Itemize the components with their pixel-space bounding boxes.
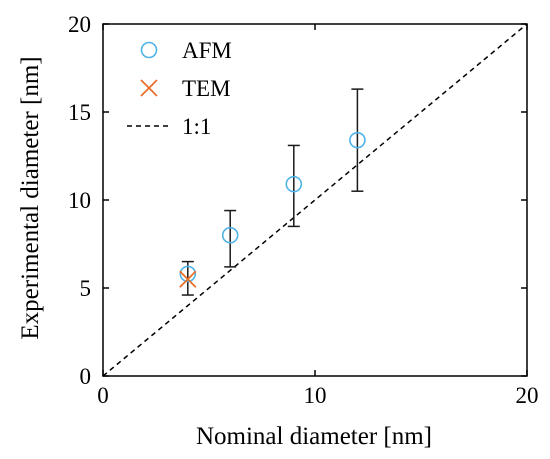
x-tick-label: 10 <box>304 383 327 408</box>
afm-point <box>221 226 239 244</box>
plot-area <box>102 23 528 377</box>
tem-point-stroke <box>179 270 197 288</box>
afm-point <box>349 131 366 149</box>
legend-tem-stroke <box>140 79 158 97</box>
y-axis-label: Experimental diameter [nm] <box>17 56 44 339</box>
afm-point <box>179 265 197 283</box>
legend-tem-marker <box>140 79 158 97</box>
legend-afm-marker <box>140 41 158 59</box>
x-tick-label: 0 <box>97 383 109 408</box>
axes: 0 10 20 0 5 10 15 20 <box>68 12 539 408</box>
afm-point <box>285 175 303 193</box>
legend-tem-label: TEM <box>182 76 231 101</box>
y-tick-label: 20 <box>68 12 91 37</box>
legend-reference-label: 1:1 <box>182 114 211 139</box>
y-tick-label: 10 <box>68 188 91 213</box>
legend-afm-label: AFM <box>182 38 232 63</box>
y-tick-label: 15 <box>68 100 91 125</box>
legend: AFM TEM 1:1 <box>127 38 232 139</box>
x-axis-label: Nominal diameter [nm] <box>196 423 432 450</box>
y-tick-label: 0 <box>80 364 92 389</box>
y-tick-label: 5 <box>80 276 92 301</box>
x-tick-label: 20 <box>516 383 539 408</box>
tem-point <box>179 270 197 288</box>
reference-line-1-1 <box>102 23 528 377</box>
